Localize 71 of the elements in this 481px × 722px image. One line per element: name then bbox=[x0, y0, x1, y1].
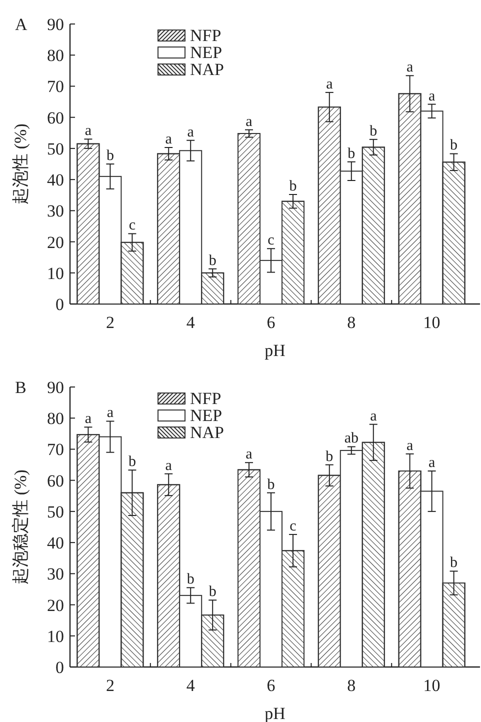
data-label: c bbox=[290, 518, 297, 534]
y-tick-label: 10 bbox=[47, 264, 64, 283]
y-tick-label: 80 bbox=[47, 46, 64, 66]
data-label: a bbox=[165, 458, 172, 474]
data-label: a bbox=[106, 405, 114, 422]
x-tick-label: 4 bbox=[186, 676, 196, 695]
data-label: a bbox=[326, 76, 334, 92]
y-tick-label: 80 bbox=[47, 409, 64, 428]
data-label: ab bbox=[344, 430, 358, 447]
data-label: b bbox=[326, 448, 334, 465]
x-tick-label: 2 bbox=[106, 313, 114, 332]
data-label: a bbox=[406, 60, 414, 76]
x-tick-label: 2 bbox=[106, 676, 114, 695]
y-tick-label: 30 bbox=[47, 202, 64, 221]
legend-label: NEP bbox=[190, 43, 222, 62]
data-label: b bbox=[450, 555, 458, 572]
y-tick-label: 70 bbox=[47, 440, 64, 460]
x-tick-label: 10 bbox=[423, 676, 440, 695]
data-label: b bbox=[450, 138, 458, 154]
data-label: a bbox=[246, 114, 253, 130]
y-tick-label: 40 bbox=[47, 170, 64, 190]
data-label: b bbox=[106, 148, 114, 164]
data-label: b bbox=[370, 123, 378, 140]
y-tick-label: 90 bbox=[47, 15, 64, 34]
x-tick-label: 8 bbox=[347, 313, 356, 332]
y-axis-title: 起泡稳定性 (%) bbox=[11, 470, 30, 584]
data-label: c bbox=[128, 218, 136, 234]
data-label: b bbox=[186, 572, 194, 588]
y-tick-label: 90 bbox=[47, 378, 64, 397]
data-label: b bbox=[128, 454, 136, 470]
data-label: a bbox=[406, 438, 414, 454]
data-label: a bbox=[84, 123, 92, 140]
y-tick-label: 50 bbox=[47, 139, 64, 158]
chart-title: B bbox=[15, 378, 26, 397]
legend-label: NEP bbox=[190, 406, 222, 425]
data-label: a bbox=[428, 88, 436, 104]
y-tick-label: 20 bbox=[47, 232, 64, 252]
y-tick-label: 60 bbox=[47, 471, 64, 490]
data-label: c bbox=[268, 232, 275, 249]
data-label: a bbox=[187, 124, 194, 140]
data-label: a bbox=[165, 132, 172, 148]
y-tick-label: 20 bbox=[47, 596, 64, 615]
data-label: b bbox=[267, 476, 275, 493]
y-tick-label: 0 bbox=[56, 295, 64, 314]
legend-label: NFP bbox=[190, 389, 222, 408]
x-tick-label: 6 bbox=[266, 676, 276, 695]
data-label: a bbox=[246, 446, 253, 463]
data-label: b bbox=[348, 146, 356, 162]
y-tick-label: 50 bbox=[47, 502, 64, 522]
legend-label: NAP bbox=[190, 60, 224, 79]
y-tick-label: 10 bbox=[47, 626, 64, 646]
data-label: a bbox=[370, 408, 378, 424]
x-tick-label: 10 bbox=[423, 313, 440, 332]
y-tick-label: 40 bbox=[47, 534, 64, 553]
x-tick-label: 8 bbox=[347, 676, 356, 695]
y-tick-label: 70 bbox=[47, 77, 64, 96]
chart-title: A bbox=[15, 15, 28, 34]
y-axis-title: 起泡性 (%) bbox=[11, 124, 30, 204]
data-label: b bbox=[208, 252, 216, 269]
x-tick-label: 6 bbox=[266, 313, 276, 332]
y-tick-label: 60 bbox=[47, 108, 64, 128]
x-axis-title: pH bbox=[264, 341, 286, 360]
legend-label: NAP bbox=[190, 423, 224, 442]
data-label: b bbox=[289, 178, 297, 194]
data-label: a bbox=[84, 411, 92, 428]
y-tick-label: 30 bbox=[47, 564, 64, 584]
data-label: b bbox=[208, 584, 216, 600]
legend-label: NFP bbox=[190, 26, 222, 45]
x-tick-label: 4 bbox=[186, 313, 196, 332]
data-label: a bbox=[428, 455, 436, 471]
y-tick-label: 0 bbox=[56, 658, 64, 677]
